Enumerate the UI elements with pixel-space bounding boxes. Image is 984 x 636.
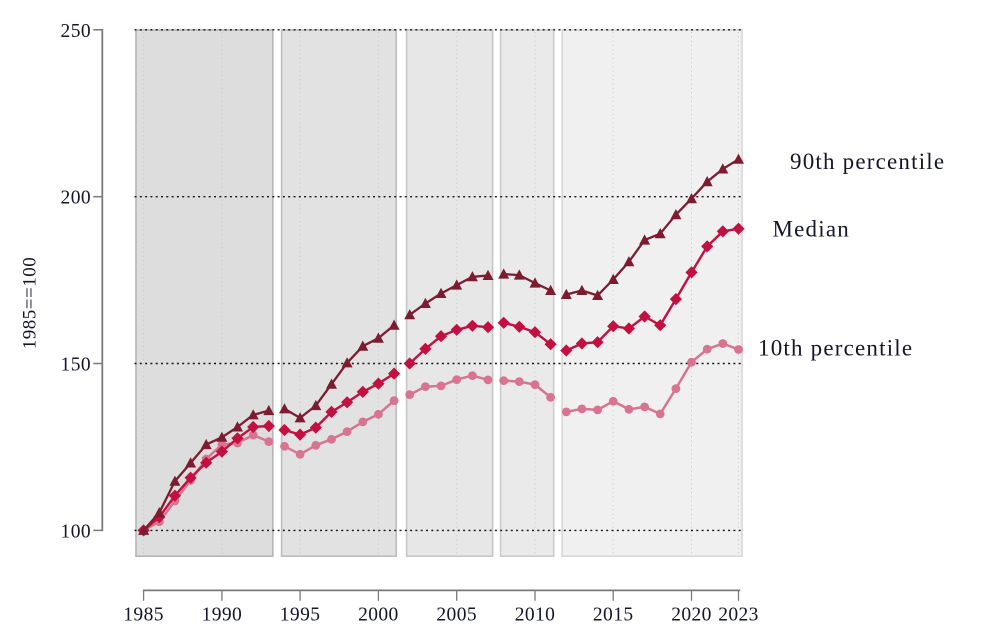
svg-text:2015: 2015 <box>593 605 634 626</box>
svg-text:1995: 1995 <box>280 605 321 626</box>
svg-text:1985: 1985 <box>123 605 164 626</box>
svg-text:10th percentile: 10th percentile <box>758 336 913 361</box>
svg-text:200: 200 <box>61 188 91 209</box>
svg-text:90th percentile: 90th percentile <box>790 149 945 174</box>
svg-text:1985==100: 1985==100 <box>20 257 41 349</box>
svg-text:Median: Median <box>773 217 850 242</box>
svg-text:2010: 2010 <box>515 605 556 626</box>
svg-text:2005: 2005 <box>436 605 477 626</box>
svg-text:100: 100 <box>61 521 91 542</box>
svg-text:2000: 2000 <box>358 605 399 626</box>
svg-text:250: 250 <box>61 21 91 42</box>
svg-text:2023: 2023 <box>718 605 759 626</box>
svg-text:150: 150 <box>61 355 91 376</box>
svg-text:1990: 1990 <box>202 605 243 626</box>
svg-text:2020: 2020 <box>671 605 712 626</box>
